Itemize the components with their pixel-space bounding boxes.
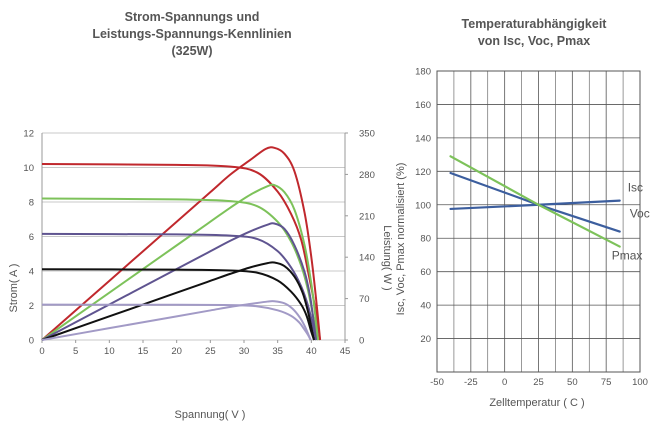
temp-y-tick-label: 80 xyxy=(420,234,431,245)
temp-chart-ticks: 20 40 60 80 100 120 140 160 180 -50 -25 0 25 50 75 100 xyxy=(415,67,648,389)
pv-curve-4 xyxy=(41,261,316,341)
isc-label: Isc xyxy=(628,181,643,195)
iv-x-tick-label: 35 xyxy=(272,346,283,357)
iv-x-tick-label: 40 xyxy=(306,346,317,357)
temp-chart-title-line1: Temperaturabhängigkeit xyxy=(462,17,608,31)
temp-x-tick-label: 50 xyxy=(567,377,578,388)
pv-curve-5 xyxy=(41,300,312,341)
iv-x-tick-label: 5 xyxy=(73,346,78,357)
iv-y2-tick-label: 350 xyxy=(359,129,375,140)
iv-chart-ylabel: Strom( A ) xyxy=(8,264,20,313)
iv-y2-tick-label: 140 xyxy=(359,253,375,264)
iv-chart-title-line3: (325W) xyxy=(172,44,213,58)
temp-chart-title-line2: von Isc, Voc, Pmax xyxy=(478,34,590,48)
temp-x-tick-label: 0 xyxy=(502,377,507,388)
iv-pv-chart: Strom-Spannungs und Leistungs-Spannungs-… xyxy=(8,10,393,421)
iv-curve-3 xyxy=(41,232,318,341)
iv-y2-tick-label: 280 xyxy=(359,170,375,181)
iv-chart-y2label: Leistung( W ) xyxy=(381,225,393,290)
iv-x-tick-label: 25 xyxy=(205,346,216,357)
temp-y-tick-label: 60 xyxy=(420,267,431,278)
temp-x-tick-label: 100 xyxy=(632,377,648,388)
iv-x-tick-label: 20 xyxy=(171,346,182,357)
iv-y-tick-label: 6 xyxy=(29,232,34,243)
iv-y2-tick-label: 70 xyxy=(359,294,370,305)
iv-y-tick-label: 2 xyxy=(29,301,34,312)
iv-y-tick-label: 10 xyxy=(23,163,34,174)
temp-chart-xlabel: Zelltemperatur ( C ) xyxy=(489,397,584,409)
pv-curve-1 xyxy=(41,146,322,341)
iv-y-tick-label: 4 xyxy=(29,267,34,278)
iv-curve-5 xyxy=(41,303,312,341)
iv-x-tick-label: 15 xyxy=(138,346,149,357)
pv-curve-3 xyxy=(41,222,318,341)
temp-chart-series: Isc Voc Pmax xyxy=(449,155,650,263)
iv-x-tick-label: 30 xyxy=(239,346,250,357)
temp-y-tick-label: 120 xyxy=(415,167,431,178)
iv-y-tick-label: 12 xyxy=(23,129,34,140)
iv-chart-title-line1: Strom-Spannungs und xyxy=(125,10,260,24)
iv-curve-4 xyxy=(41,268,315,341)
iv-chart-title-line2: Leistungs-Spannungs-Kennlinien xyxy=(92,27,291,41)
temp-y-tick-label: 160 xyxy=(415,100,431,111)
iv-x-tick-label: 45 xyxy=(340,346,351,357)
temp-x-tick-label: -50 xyxy=(430,377,444,388)
temp-y-tick-label: 140 xyxy=(415,133,431,144)
temp-y-tick-label: 180 xyxy=(415,67,431,78)
temp-y-tick-label: 100 xyxy=(415,200,431,211)
temperature-chart: Temperaturabhängigkeit von Isc, Voc, Pma… xyxy=(395,17,650,409)
temp-x-tick-label: 25 xyxy=(533,377,544,388)
temp-y-tick-label: 40 xyxy=(420,301,431,312)
iv-y-tick-label: 0 xyxy=(29,336,34,347)
temp-chart-ylabel: Isc, Voc, Pmax normalisiert (%) xyxy=(395,163,407,316)
pmax-label: Pmax xyxy=(612,249,643,263)
pv-curve-2 xyxy=(41,183,320,341)
iv-y-tick-label: 8 xyxy=(29,198,34,209)
temp-x-tick-label: -25 xyxy=(464,377,478,388)
temp-chart-grid xyxy=(436,70,641,373)
temp-x-tick-label: 75 xyxy=(601,377,612,388)
iv-x-tick-label: 0 xyxy=(39,346,44,357)
iv-chart-series xyxy=(41,146,322,341)
iv-y2-tick-label: 210 xyxy=(359,211,375,222)
iv-chart-xlabel: Spannung( V ) xyxy=(175,409,246,421)
iv-chart-ticks: 0 2 4 6 8 10 12 0 5 10 15 20 25 30 35 40 45 0 70 140 210 280 3… xyxy=(23,129,374,358)
temp-y-tick-label: 20 xyxy=(420,334,431,345)
pmax-line xyxy=(449,155,621,248)
iv-x-tick-label: 10 xyxy=(104,346,115,357)
voc-label: Voc xyxy=(630,207,650,221)
iv-y2-tick-label: 0 xyxy=(359,336,364,347)
